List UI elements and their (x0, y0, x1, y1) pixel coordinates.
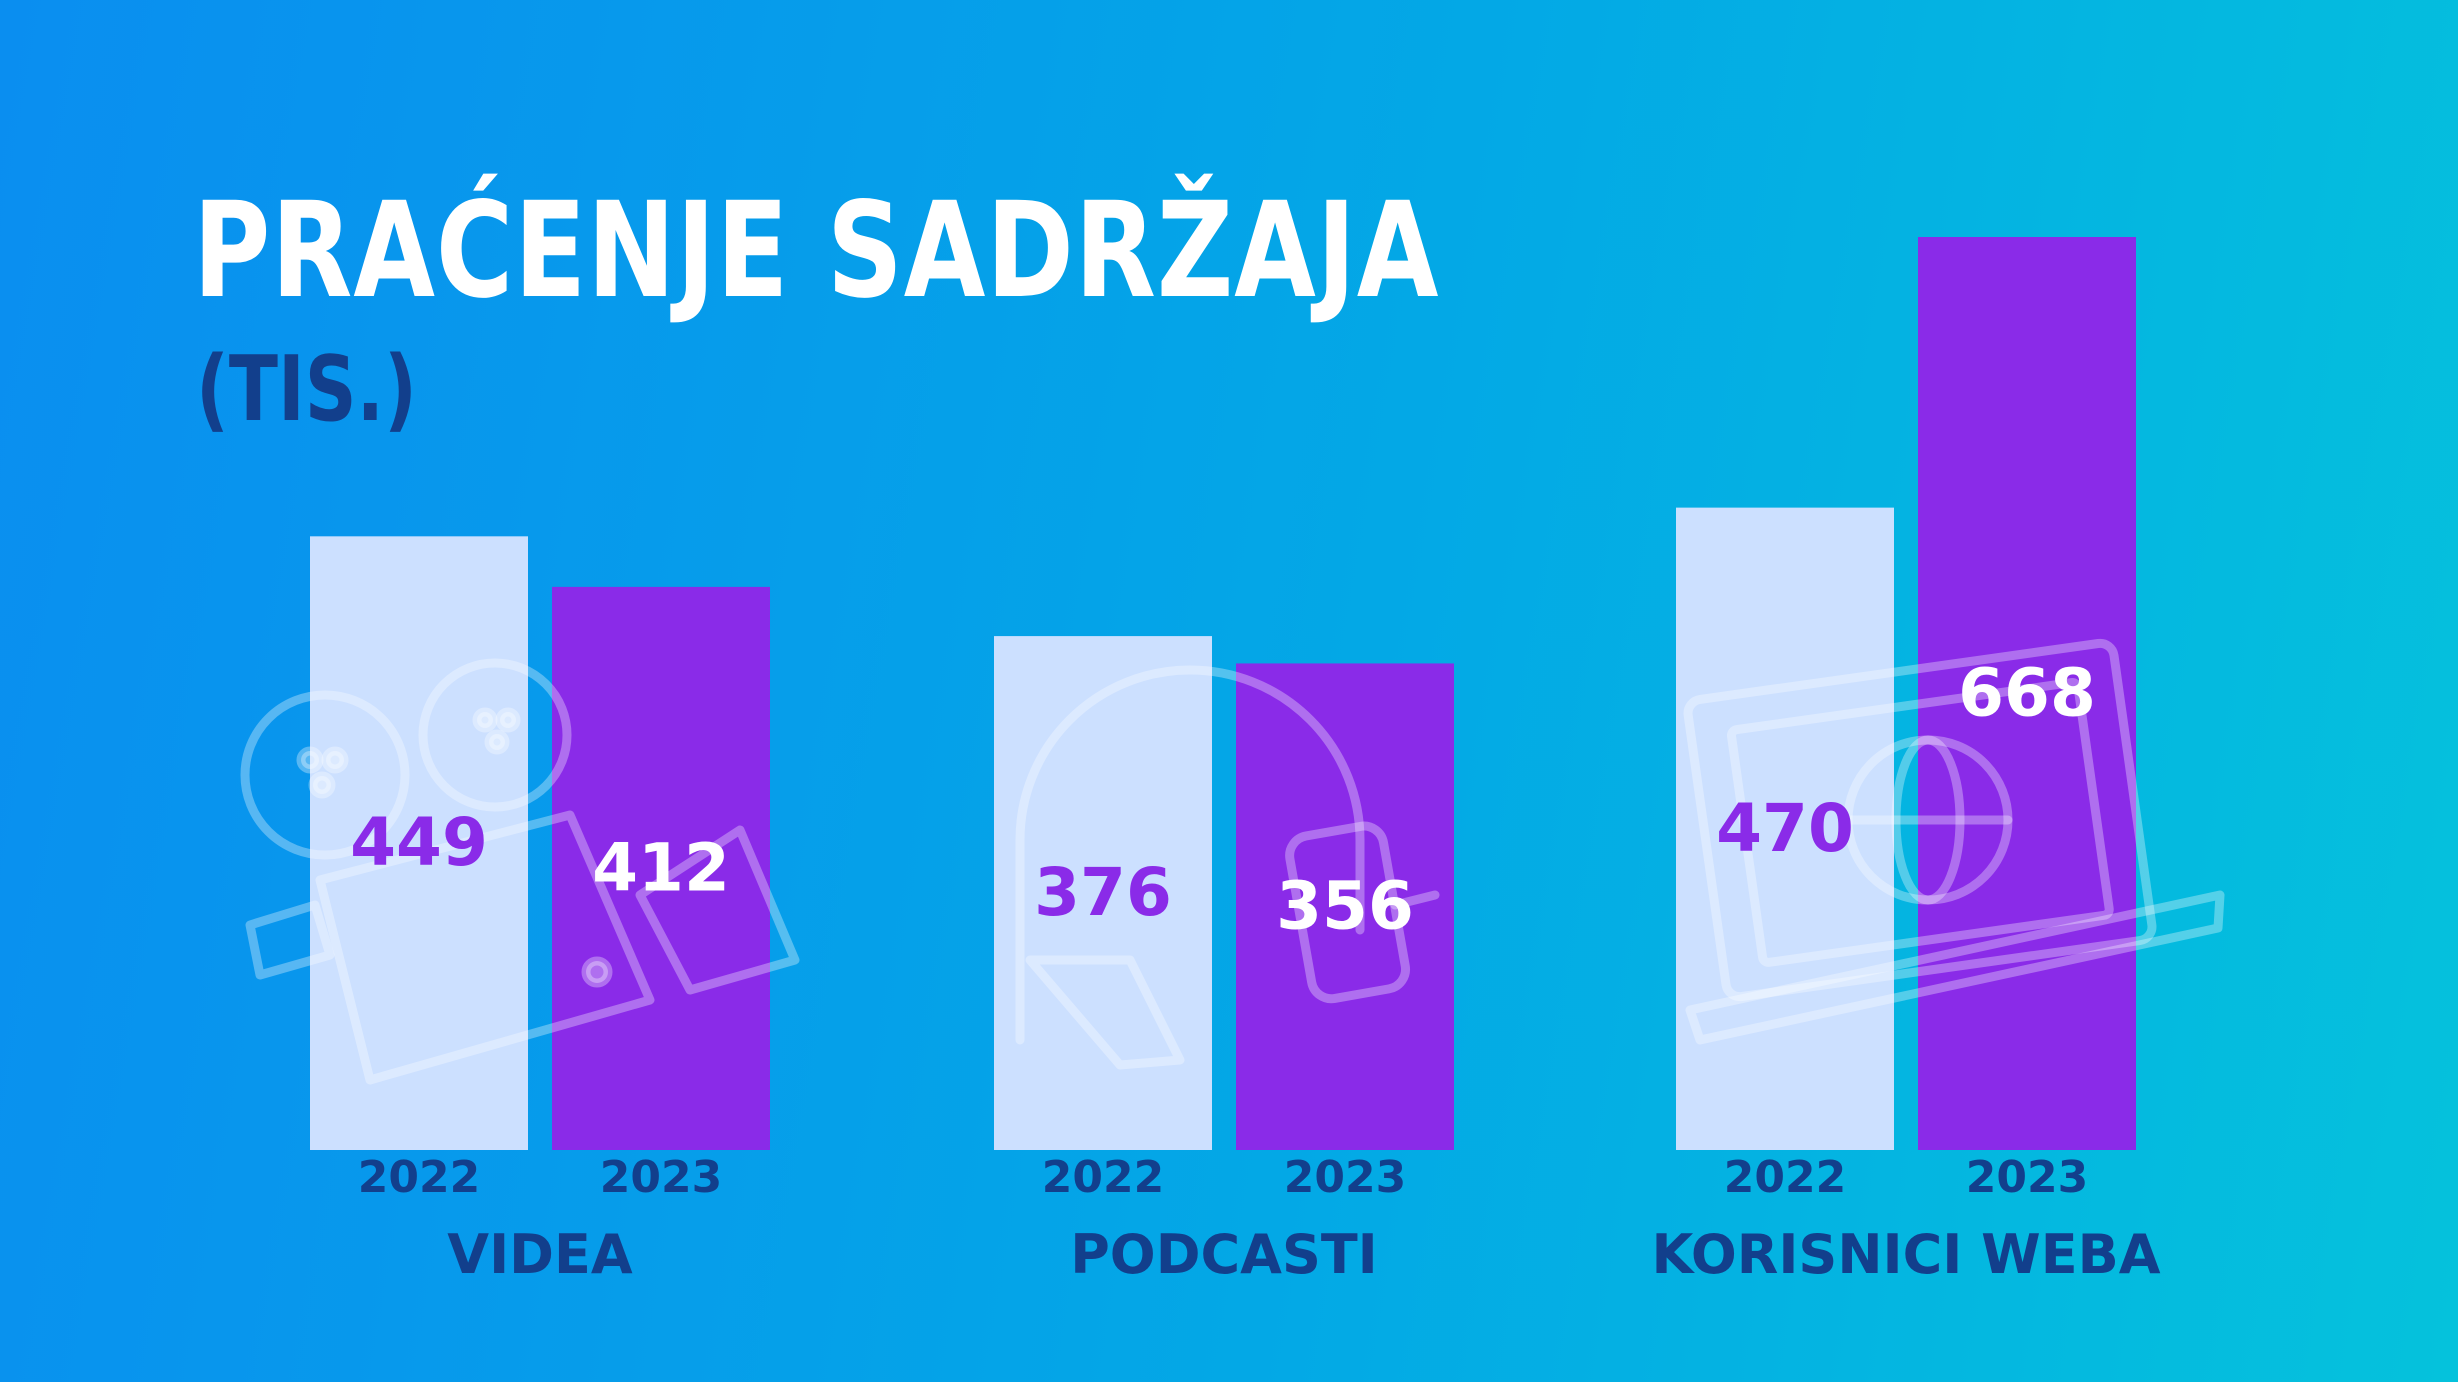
laptop-globe-icon (1683, 638, 2225, 1045)
category-label: VIDEA (447, 1223, 633, 1286)
chart-subtitle: (TIS.) (196, 337, 417, 442)
bar-korisnici-weba-2022 (1676, 507, 1894, 1150)
bar-podcasti-2023 (1236, 663, 1454, 1150)
data-label-2022: 449 (350, 804, 488, 881)
bar-videa-2022 (310, 536, 528, 1150)
bar-podcasti-2022 (994, 636, 1212, 1150)
bar-korisnici-weba-2023 (1918, 237, 2136, 1150)
movie-camera-icon (240, 658, 800, 1085)
tick-label-year: 2023 (1966, 1152, 2088, 1203)
data-label-2023: 356 (1276, 868, 1414, 945)
tick-label-year: 2023 (600, 1152, 722, 1203)
category-label: KORISNICI WEBA (1651, 1223, 2160, 1286)
data-label-2023: 412 (592, 829, 730, 906)
tick-label-year: 2022 (358, 1152, 480, 1203)
data-label-2022: 376 (1034, 854, 1172, 931)
tick-label-year: 2023 (1284, 1152, 1406, 1203)
data-label-2023: 668 (1958, 655, 2096, 732)
category-label: PODCASTI (1070, 1223, 1378, 1286)
data-label-2022: 470 (1716, 790, 1854, 867)
bar-videa-2023 (552, 586, 770, 1150)
tick-label-year: 2022 (1724, 1152, 1846, 1203)
microphone-icon (1015, 665, 1440, 1070)
tick-label-year: 2022 (1042, 1152, 1164, 1203)
chart-title: PRAĆENJE SADRŽAJA (193, 174, 1440, 328)
